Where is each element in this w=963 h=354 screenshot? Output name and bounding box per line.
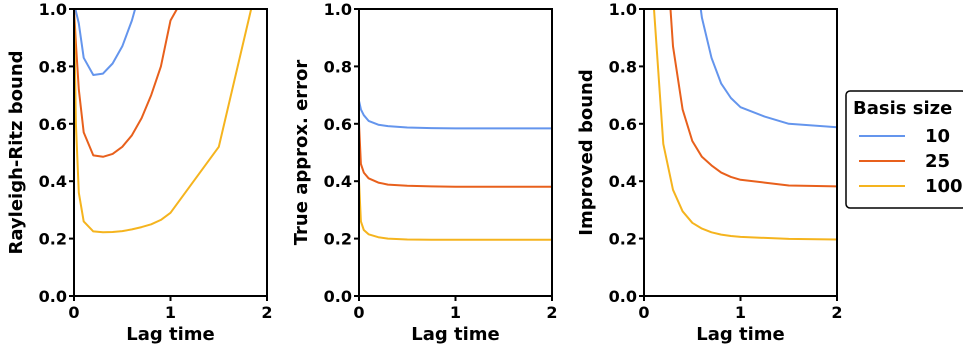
y-tick-label: 0.4 <box>609 172 637 191</box>
legend: Basis size 10 25 100 <box>845 90 963 209</box>
y-tick-label: 1.0 <box>39 0 67 19</box>
x-tick-label: 1 <box>165 303 176 322</box>
y-tick-label: 0.4 <box>39 172 67 191</box>
y-tick-label: 0.4 <box>324 172 352 191</box>
axis-frame <box>73 8 268 297</box>
legend-label-10: 10 <box>925 126 950 147</box>
y-tick-label: 0.6 <box>324 115 352 134</box>
x-tick-label: 2 <box>831 303 842 322</box>
y-tick-label: 0.0 <box>324 287 352 306</box>
legend-label-100: 100 <box>925 176 963 197</box>
chart-panel-3: 0.0 0.2 0.4 0.6 0.8 1.0 0 1 2 Lag time Improved bo… <box>576 0 843 345</box>
series-line-100 <box>359 181 552 241</box>
y-axis-label: Rayleigh-Ritz bound <box>6 50 27 254</box>
series-line-25 <box>74 9 179 158</box>
x-tick-label: 0 <box>68 303 79 322</box>
y-tick-label: 0.2 <box>609 230 637 249</box>
x-tick-label: 0 <box>638 303 649 322</box>
y-tick-label: 0.0 <box>39 287 67 306</box>
legend-box <box>845 90 963 209</box>
legend-label-25: 25 <box>925 151 950 172</box>
y-tick-label: 0.8 <box>609 57 637 76</box>
axis-frame <box>358 8 553 297</box>
y-axis-label: Improved bound <box>576 69 597 235</box>
series-line-100 <box>652 9 837 241</box>
y-tick-label: 0.8 <box>39 57 67 76</box>
x-axis-label: Lag time <box>126 324 215 345</box>
x-axis-label: Lag time <box>696 324 785 345</box>
series-line-10 <box>74 9 137 76</box>
y-tick-label: 0.2 <box>39 230 67 249</box>
x-tick-label: 2 <box>546 303 557 322</box>
y-tick-label: 1.0 <box>609 0 637 19</box>
x-tick-label: 1 <box>450 303 461 322</box>
x-axis-label: Lag time <box>411 324 500 345</box>
y-axis-label: True approx. error <box>291 60 312 246</box>
x-tick-label: 1 <box>735 303 746 322</box>
series-line-100 <box>74 9 253 234</box>
y-tick-label: 0.8 <box>324 57 352 76</box>
series-line-10 <box>699 9 837 129</box>
y-tick-label: 0.0 <box>609 287 637 306</box>
x-tick-label: 2 <box>261 303 272 322</box>
chart-panel-2: 0.0 0.2 0.4 0.6 0.8 1.0 0 1 2 Lag time True approx… <box>291 0 558 345</box>
series-line-10 <box>359 100 552 130</box>
y-tick-label: 0.6 <box>39 115 67 134</box>
chart-panel-1: 0.0 0.2 0.4 0.6 0.8 1.0 0 1 2 Lag time Rayleigh-Ri… <box>6 0 273 345</box>
series-line-25 <box>669 9 837 188</box>
x-tick-label: 0 <box>353 303 364 322</box>
legend-title: Basis size <box>853 98 952 119</box>
y-tick-label: 0.6 <box>609 115 637 134</box>
y-tick-label: 0.2 <box>324 230 352 249</box>
y-tick-label: 1.0 <box>324 0 352 19</box>
series-line-25 <box>359 123 552 188</box>
